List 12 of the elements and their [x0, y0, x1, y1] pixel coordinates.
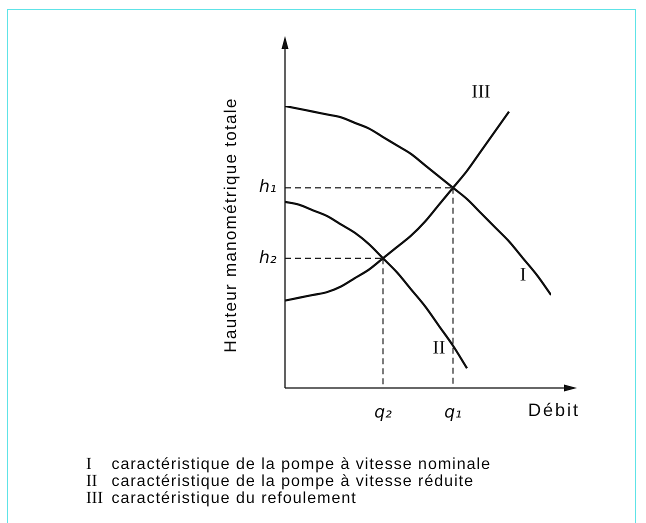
series-label: I [520, 264, 526, 286]
series-label: II [432, 338, 446, 359]
x-axis-title: Débit [528, 400, 580, 420]
text: II caractéristique de la pompe à vitesse réduite [86, 471, 474, 490]
text: I caractéristique de la pompe à vitesse nominale [86, 454, 491, 473]
x-tick-label: q₂ [374, 402, 392, 423]
series-label: h₂ [259, 248, 277, 268]
series-label: III [472, 81, 490, 102]
x-tick-label: q₁ [444, 402, 462, 423]
y-axis-title: Hauteur manométrique totale [221, 97, 241, 353]
text: III caractéristique du refoulement [86, 488, 357, 507]
series-label: h₁ [259, 177, 277, 198]
